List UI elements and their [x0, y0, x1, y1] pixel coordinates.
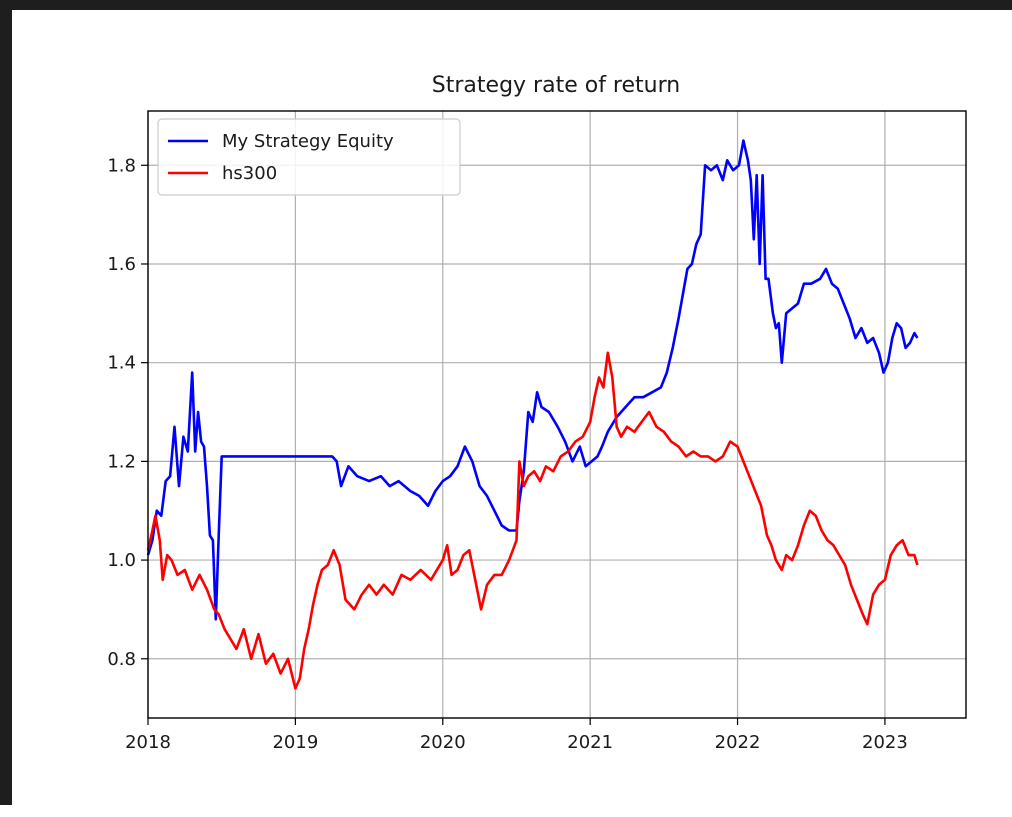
x-tick-label: 2023 — [862, 732, 908, 753]
y-tick-label: 1.4 — [107, 353, 136, 374]
axis-ticks: 2018 2019 2020 2021 2022 2023 0.8 1.0 1.2 1.4 1.6 1… — [107, 155, 907, 753]
x-tick-label: 2020 — [420, 732, 466, 753]
series-line-1 — [146, 351, 919, 690]
grid — [147, 111, 966, 718]
legend-label: My Strategy Equity — [222, 131, 394, 152]
left-border — [0, 0, 12, 805]
series-lines — [146, 139, 919, 690]
top-border — [0, 0, 1012, 10]
legend-label: hs300 — [222, 163, 277, 184]
x-tick-label: 2021 — [567, 732, 613, 753]
legend-box — [157, 118, 461, 196]
legend: My Strategy Equity hs300 — [157, 118, 461, 196]
y-tick-label: 0.8 — [107, 649, 136, 670]
y-tick-label: 1.0 — [107, 550, 136, 571]
x-tick-label: 2022 — [715, 732, 761, 753]
chart-title: Strategy rate of return — [432, 73, 680, 98]
series-line-0 — [146, 139, 919, 621]
x-tick-label: 2019 — [272, 732, 318, 753]
y-tick-label: 1.8 — [107, 155, 136, 176]
plot-area — [147, 110, 967, 719]
x-tick-label: 2018 — [125, 732, 171, 753]
y-tick-label: 1.6 — [107, 254, 136, 275]
y-tick-label: 1.2 — [107, 451, 136, 472]
